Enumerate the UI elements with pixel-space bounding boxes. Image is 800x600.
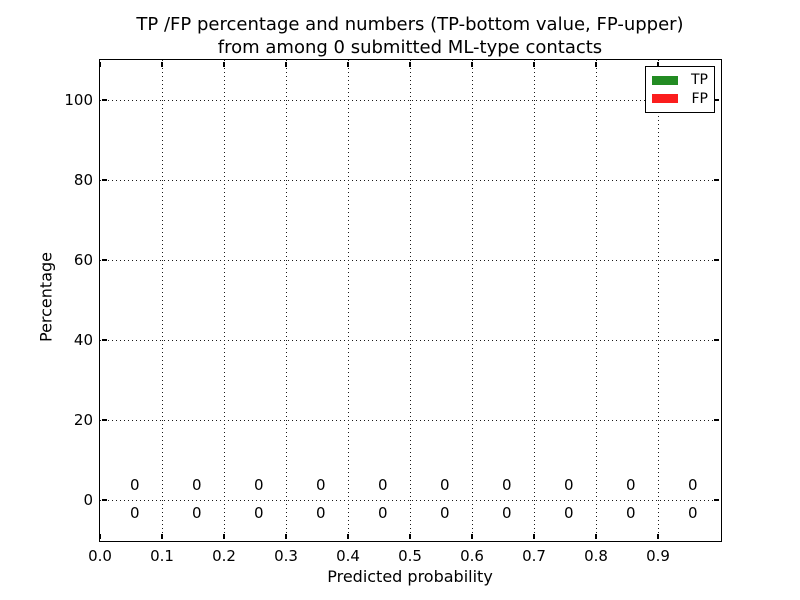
y-gridline bbox=[100, 260, 720, 261]
x-tick-label: 0.8 bbox=[584, 547, 608, 565]
legend-item-tp: TP bbox=[652, 73, 709, 87]
x-tick-top bbox=[657, 61, 659, 67]
y-tick-left bbox=[101, 419, 107, 421]
x-tick-bottom bbox=[285, 533, 287, 539]
x-tick-label: 0.4 bbox=[336, 547, 360, 565]
y-tick-left bbox=[101, 259, 107, 261]
x-tick-label: 0.6 bbox=[460, 547, 484, 565]
chart-title-line1: TP /FP percentage and numbers (TP-bottom… bbox=[136, 14, 684, 35]
y-gridline bbox=[100, 420, 720, 421]
x-tick-top bbox=[409, 61, 411, 67]
fp-count-annotation: 0 bbox=[191, 475, 202, 494]
legend-label-tp: TP bbox=[691, 72, 708, 89]
x-tick-bottom bbox=[595, 533, 597, 539]
y-tick-right bbox=[713, 179, 719, 181]
fp-count-annotation: 0 bbox=[129, 475, 140, 494]
chart-title: TP /FP percentage and numbers (TP-bottom… bbox=[100, 13, 720, 59]
x-tick-label: 0.3 bbox=[274, 547, 298, 565]
tp-count-annotation: 0 bbox=[191, 504, 202, 523]
y-tick-label: 100 bbox=[64, 91, 93, 109]
x-tick-label: 0.7 bbox=[522, 547, 546, 565]
x-tick-bottom bbox=[161, 533, 163, 539]
y-tick-label: 60 bbox=[73, 251, 93, 269]
x-tick-bottom bbox=[471, 533, 473, 539]
x-tick-bottom bbox=[409, 533, 411, 539]
x-tick-bottom bbox=[223, 533, 225, 539]
chart-title-line2: from among 0 submitted ML-type contacts bbox=[217, 37, 603, 58]
fp-count-annotation: 0 bbox=[439, 475, 450, 494]
y-tick-right bbox=[713, 259, 719, 261]
x-tick-top bbox=[285, 61, 287, 67]
x-tick-top bbox=[595, 61, 597, 67]
y-tick-label: 40 bbox=[73, 331, 93, 349]
y-tick-left bbox=[101, 339, 107, 341]
y-gridline bbox=[100, 500, 720, 501]
fp-color-swatch bbox=[652, 94, 678, 104]
tp-color-swatch bbox=[652, 75, 678, 85]
y-tick-right bbox=[713, 99, 719, 101]
tp-count-annotation: 0 bbox=[439, 504, 450, 523]
legend: TP FP bbox=[645, 66, 715, 113]
x-tick-top bbox=[533, 61, 535, 67]
x-tick-bottom bbox=[347, 533, 349, 539]
x-tick-top bbox=[471, 61, 473, 67]
legend-label-fp: FP bbox=[691, 90, 709, 107]
tp-count-annotation: 0 bbox=[687, 504, 698, 523]
tp-count-annotation: 0 bbox=[625, 504, 636, 523]
x-tick-top bbox=[347, 61, 349, 67]
x-gridline bbox=[596, 60, 597, 540]
x-tick-top bbox=[161, 61, 163, 67]
x-tick-bottom bbox=[657, 533, 659, 539]
x-tick-bottom bbox=[533, 533, 535, 539]
x-gridline bbox=[348, 60, 349, 540]
tp-count-annotation: 0 bbox=[315, 504, 326, 523]
y-tick-right bbox=[713, 419, 719, 421]
x-tick-bottom bbox=[99, 533, 101, 539]
x-gridline bbox=[410, 60, 411, 540]
y-tick-right bbox=[713, 339, 719, 341]
plot-area bbox=[98, 58, 722, 542]
x-gridline bbox=[286, 60, 287, 540]
fp-count-annotation: 0 bbox=[687, 475, 698, 494]
tp-count-annotation: 0 bbox=[563, 504, 574, 523]
x-gridline bbox=[534, 60, 535, 540]
x-gridline bbox=[658, 60, 659, 540]
legend-item-fp: FP bbox=[652, 92, 709, 106]
x-gridline bbox=[472, 60, 473, 540]
x-gridline bbox=[162, 60, 163, 540]
tp-count-annotation: 0 bbox=[377, 504, 388, 523]
y-tick-left bbox=[101, 99, 107, 101]
fp-count-annotation: 0 bbox=[501, 475, 512, 494]
y-gridline bbox=[100, 100, 720, 101]
y-tick-left bbox=[101, 499, 107, 501]
tp-count-annotation: 0 bbox=[501, 504, 512, 523]
y-gridline bbox=[100, 180, 720, 181]
y-tick-label: 0 bbox=[83, 491, 93, 509]
x-tick-label: 0.0 bbox=[88, 547, 112, 565]
fp-count-annotation: 0 bbox=[315, 475, 326, 494]
fp-count-annotation: 0 bbox=[253, 475, 264, 494]
fp-count-annotation: 0 bbox=[377, 475, 388, 494]
y-tick-left bbox=[101, 179, 107, 181]
x-axis-label: Predicted probability bbox=[327, 567, 493, 586]
fp-count-annotation: 0 bbox=[563, 475, 574, 494]
y-tick-label: 80 bbox=[73, 171, 93, 189]
x-tick-top bbox=[99, 61, 101, 67]
x-tick-label: 0.2 bbox=[212, 547, 236, 565]
x-tick-top bbox=[223, 61, 225, 67]
y-tick-right bbox=[713, 499, 719, 501]
fp-count-annotation: 0 bbox=[625, 475, 636, 494]
x-tick-label: 0.5 bbox=[398, 547, 422, 565]
x-tick-label: 0.1 bbox=[150, 547, 174, 565]
tp-count-annotation: 0 bbox=[129, 504, 140, 523]
x-gridline bbox=[224, 60, 225, 540]
x-tick-label: 0.9 bbox=[646, 547, 670, 565]
y-tick-label: 20 bbox=[73, 411, 93, 429]
tp-count-annotation: 0 bbox=[253, 504, 264, 523]
y-gridline bbox=[100, 340, 720, 341]
